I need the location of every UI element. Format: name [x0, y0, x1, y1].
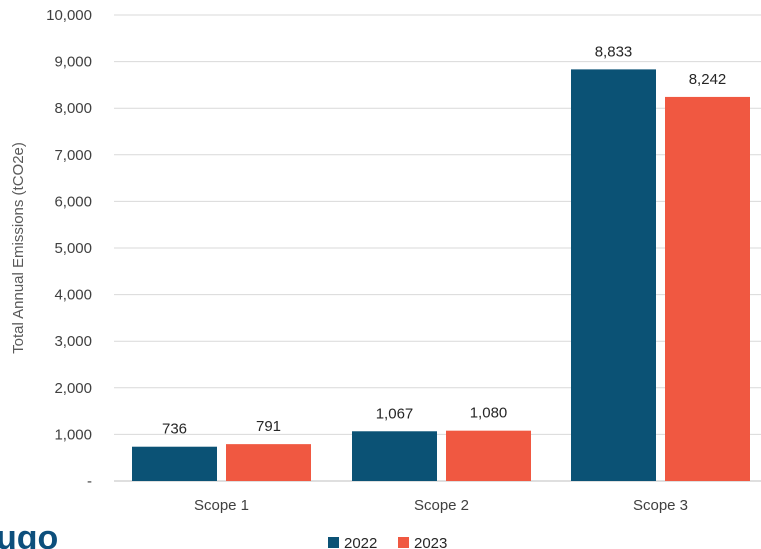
bar-2023-scope-3 [665, 96, 750, 482]
data-label: 1,067 [376, 405, 414, 422]
company-logo-text: ugo [0, 519, 58, 549]
y-tick-label: 9,000 [54, 54, 92, 71]
bars [132, 69, 750, 482]
y-tick-label: - [87, 473, 92, 490]
data-label: 8,242 [689, 71, 727, 88]
y-tick-label: 5,000 [54, 240, 92, 257]
legend-label-2022: 2022 [344, 535, 377, 549]
bar-2022-scope-1 [132, 446, 217, 481]
y-tick-label: 1,000 [54, 426, 92, 443]
y-tick-label: 2,000 [54, 380, 92, 397]
data-label: 791 [256, 418, 281, 435]
legend-swatch-2022 [328, 537, 339, 548]
bar-2022-scope-2 [352, 431, 437, 481]
data-label: 8,833 [595, 43, 633, 60]
y-tick-label: 7,000 [54, 147, 92, 164]
y-tick-label: 10,000 [46, 7, 92, 24]
y-axis-ticks: - 1,000 2,000 3,000 4,000 5,000 6,000 7,000 8,00… [46, 7, 92, 490]
y-tick-label: 3,000 [54, 333, 92, 350]
legend-swatch-2023 [398, 537, 409, 548]
x-axis-ticks: Scope 1 Scope 2 Scope 3 [194, 497, 688, 514]
bar-2023-scope-2 [446, 430, 531, 481]
legend-label-2023: 2023 [414, 535, 447, 549]
data-label: 736 [162, 421, 187, 438]
y-tick-label: 8,000 [54, 100, 92, 117]
x-tick-label: Scope 2 [414, 497, 469, 514]
legend: 2022 2023 [328, 535, 447, 549]
y-tick-label: 4,000 [54, 287, 92, 304]
data-labels: 736 791 1,067 1,080 8,833 8,242 [162, 43, 726, 437]
x-tick-label: Scope 3 [633, 497, 688, 514]
bar-2023-scope-1 [226, 444, 311, 481]
y-axis-title: Total Annual Emissions (tCO2e) [10, 142, 27, 354]
y-tick-label: 6,000 [54, 193, 92, 210]
bar-2022-scope-3 [571, 69, 656, 481]
x-tick-label: Scope 1 [194, 497, 249, 514]
data-label: 1,080 [470, 405, 508, 422]
gridlines [114, 14, 761, 482]
